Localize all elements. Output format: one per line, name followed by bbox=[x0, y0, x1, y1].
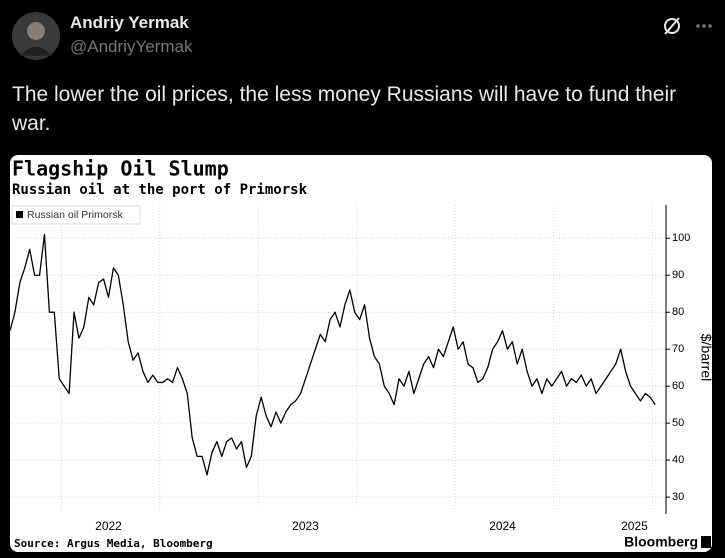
y-axis-label: $/barrel bbox=[698, 334, 712, 381]
grok-icon[interactable] bbox=[664, 17, 680, 35]
x-tick-label: 2022 bbox=[95, 519, 122, 533]
chart-title: Flagship Oil Slump bbox=[12, 157, 229, 181]
author-name[interactable]: Andriy Yermak bbox=[70, 13, 189, 32]
post-text: The lower the oil prices, the less money… bbox=[12, 83, 677, 135]
x-tick-label: 2024 bbox=[489, 519, 516, 533]
x-tick-label: 2023 bbox=[292, 519, 319, 533]
y-tick-label: 40 bbox=[672, 454, 684, 466]
y-tick-label: 50 bbox=[672, 417, 684, 429]
brand: Bloomberg bbox=[624, 534, 698, 550]
source: Source: Argus Media, Bloomberg bbox=[14, 537, 213, 550]
price-line bbox=[10, 233, 656, 476]
y-tick-label: 80 bbox=[672, 306, 684, 318]
legend-box bbox=[11, 205, 141, 225]
legend-label: Russian oil Primorsk bbox=[27, 209, 123, 221]
brand-icon bbox=[701, 536, 711, 548]
y-tick-label: 30 bbox=[672, 491, 684, 503]
x-tick-label: 2025 bbox=[621, 519, 648, 533]
legend-swatch bbox=[16, 211, 23, 218]
chart-image[interactable]: Flagship Oil Slump Russian oil at the po… bbox=[10, 155, 712, 552]
post-icons bbox=[664, 17, 712, 35]
chart-subtitle: Russian oil at the port of Primorsk bbox=[12, 182, 308, 198]
y-tick-label: 90 bbox=[672, 269, 684, 281]
avatar[interactable] bbox=[12, 12, 60, 60]
y-tick-label: 70 bbox=[672, 343, 684, 355]
author-handle[interactable]: @AndriyYermak bbox=[70, 37, 193, 56]
more-icon[interactable] bbox=[696, 24, 712, 28]
y-tick-label: 60 bbox=[672, 380, 684, 392]
y-tick-label: 100 bbox=[672, 232, 690, 244]
